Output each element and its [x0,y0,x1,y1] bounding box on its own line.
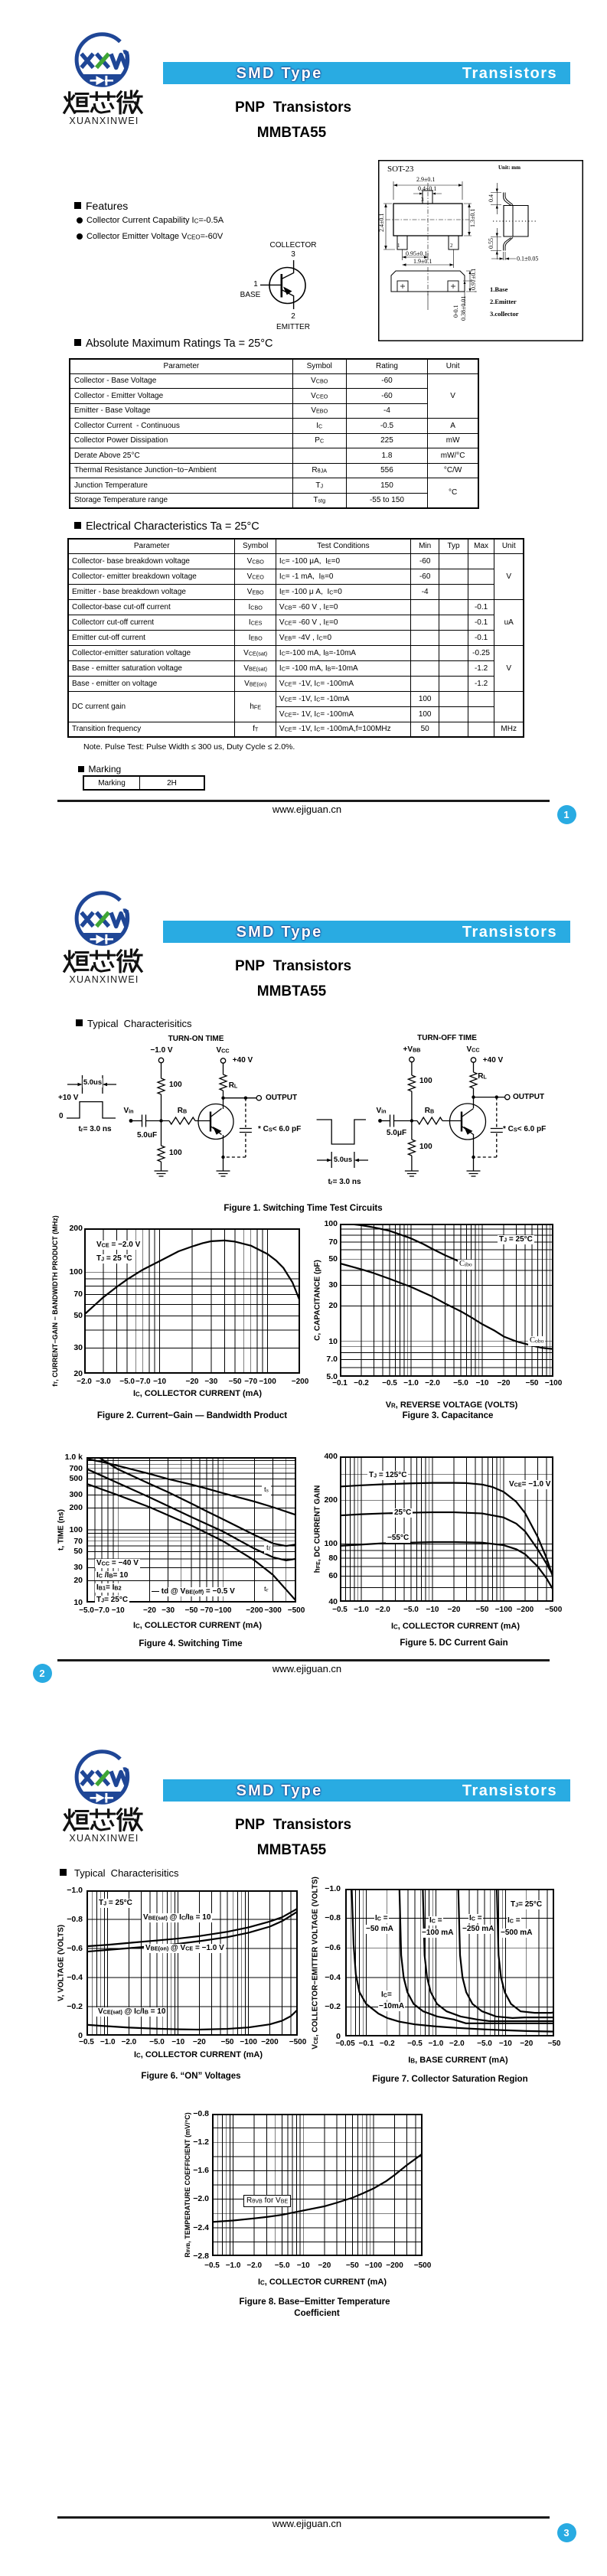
svg-text:0-0.1: 0-0.1 [452,305,459,318]
svg-text:Unit: mm: Unit: mm [498,165,521,171]
svg-text:3: 3 [421,197,424,203]
svg-text:SOT-23: SOT-23 [387,165,414,174]
svg-text:3.collector: 3.collector [490,310,519,318]
svg-text:2: 2 [450,243,453,249]
svg-text:0.4: 0.4 [488,194,494,202]
svg-text:0.4±0.1: 0.4±0.1 [418,185,436,192]
svg-text:1.Base: 1.Base [490,285,508,293]
svg-text:1: 1 [397,243,400,249]
svg-text:0.95±0.1: 0.95±0.1 [406,250,427,257]
svg-text:0.55: 0.55 [488,238,494,249]
svg-text:0.97±0.1: 0.97±0.1 [470,269,477,290]
svg-text:1.3±0.1: 1.3±0.1 [469,209,476,227]
svg-text:2.9±0.1: 2.9±0.1 [416,176,435,183]
svg-text:0.38±0.01: 0.38±0.01 [460,296,467,321]
svg-text:2.Emitter: 2.Emitter [490,298,517,305]
svg-text:1.9±0.1: 1.9±0.1 [413,258,432,265]
svg-text:2.4±0.1: 2.4±0.1 [378,214,385,232]
svg-text:0.1±0.05: 0.1±0.05 [517,256,538,262]
